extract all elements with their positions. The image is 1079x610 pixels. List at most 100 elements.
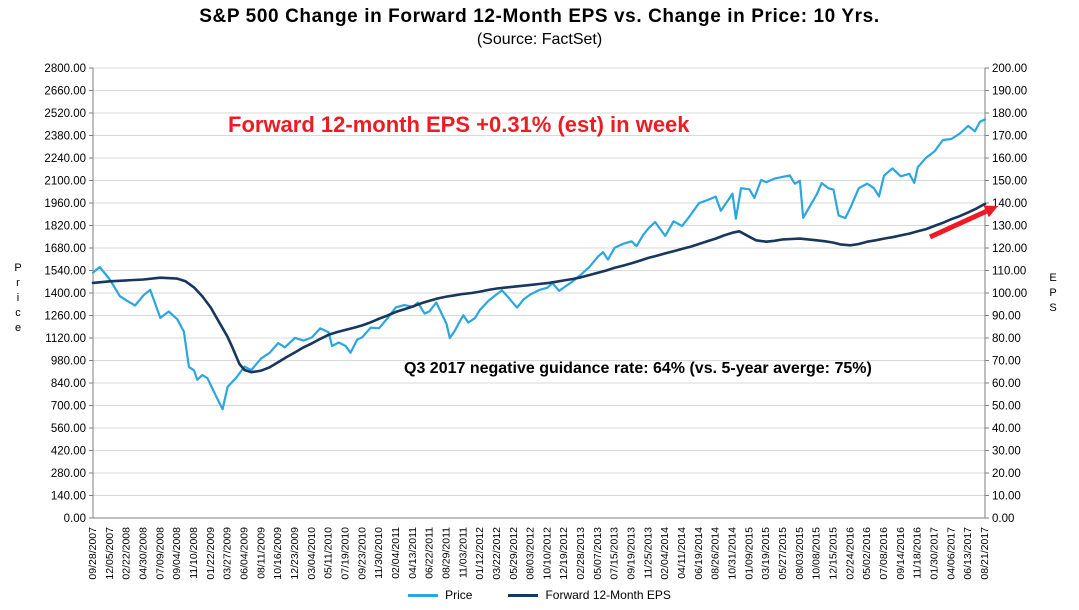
x-tick-label: 04/06/2017	[945, 527, 957, 580]
x-tick-label: 07/15/2013	[609, 527, 621, 580]
x-tick-label: 03/27/2009	[222, 527, 234, 580]
x-tick-label: 07/19/2010	[339, 527, 351, 580]
x-tick-label: 11/30/2010	[373, 527, 385, 579]
right-axis-tick-label: 0.00	[992, 513, 1014, 525]
left-axis-tick-label: 2240.00	[44, 153, 86, 165]
left-axis-tick-label: 1960.00	[44, 198, 86, 210]
x-tick-label: 06/13/2017	[962, 527, 974, 580]
x-tick-label: 08/03/2015	[794, 527, 806, 580]
left-axis-tick-label: 2660.00	[44, 86, 86, 98]
left-axis-tick-label: 420.00	[51, 446, 86, 458]
x-tick-label: 10/10/2012	[541, 527, 553, 580]
right-axis-tick-label: 200.00	[992, 63, 1027, 75]
x-tick-label: 02/04/2011	[390, 527, 402, 579]
left-axis-tick-label: 700.00	[51, 401, 86, 413]
right-axis-tick-label: 20.00	[992, 468, 1021, 480]
x-tick-label: 05/07/2013	[592, 527, 604, 580]
x-tick-label: 03/04/2010	[306, 527, 318, 580]
left-axis-tick-label: 1680.00	[44, 243, 86, 255]
x-tick-label: 12/19/2012	[558, 527, 570, 580]
right-axis-tick-label: 40.00	[992, 423, 1021, 435]
x-tick-label: 12/05/2007	[104, 527, 116, 580]
x-tick-label: 07/09/2008	[154, 527, 166, 580]
x-tick-label: 03/19/2015	[760, 527, 772, 580]
x-tick-label: 05/29/2012	[508, 527, 520, 580]
x-tick-label: 08/03/2012	[525, 527, 537, 580]
x-tick-label: 02/04/2014	[659, 527, 671, 580]
eps-line	[91, 202, 987, 374]
left-axis-tick-label: 1540.00	[44, 266, 86, 278]
chart-title: S&P 500 Change in Forward 12-Month EPS v…	[199, 6, 880, 27]
left-axis-tick-label: 1120.00	[45, 333, 86, 345]
x-tick-label: 05/11/2010	[323, 527, 335, 579]
x-tick-label: 08/29/2011	[440, 527, 452, 579]
legend-label-eps: Forward 12-Month EPS	[545, 588, 671, 602]
x-tick-label: 04/30/2008	[137, 527, 149, 580]
x-tick-label: 08/11/2009	[255, 527, 267, 579]
left-axis-tick-label: 1820.00	[44, 221, 86, 233]
x-tick-label: 02/28/2013	[575, 527, 587, 580]
x-tick-label: 03/22/2012	[491, 527, 503, 580]
x-tick-label: 01/12/2012	[474, 527, 486, 580]
left-axis-tick-label: 2520.00	[44, 108, 86, 120]
left-axis-tick-label: 0.00	[64, 513, 86, 525]
right-axis-tick-label: 150.00	[992, 176, 1027, 188]
right-axis-tick-label: 180.00	[992, 108, 1027, 120]
x-tick-label: 07/08/2016	[878, 527, 890, 580]
legend-label-price: Price	[445, 588, 473, 602]
x-tick-label: 12/15/2015	[828, 527, 840, 580]
right-axis-tick-label: 140.00	[992, 198, 1027, 210]
x-tick-label: 01/22/2009	[205, 527, 217, 580]
eps-change-annotation: Forward 12-month EPS +0.31% (est) in wee…	[228, 112, 690, 137]
chart-subtitle: (Source: FactSet)	[476, 31, 603, 48]
left-axis-tick-label: 1400.00	[44, 288, 86, 300]
x-tick-label: 06/19/2014	[693, 527, 705, 580]
annotation-arrowhead	[983, 205, 998, 218]
right-axis-tick-label: 60.00	[992, 378, 1021, 390]
left-axis-tick-label: 140.00	[51, 491, 86, 503]
right-axis-tick-label: 90.00	[992, 311, 1021, 323]
left-axis-tick-label: 2100.00	[44, 176, 86, 188]
right-axis-tick-label: 30.00	[992, 446, 1021, 458]
right-axis-tick-label: 170.00	[992, 131, 1027, 143]
x-tick-label: 10/16/2009	[272, 527, 284, 580]
right-axis-tick-label: 100.00	[992, 288, 1027, 300]
legend-item-price: Price	[408, 588, 472, 602]
x-tick-label: 09/23/2010	[356, 527, 368, 580]
legend-item-eps: Forward 12-Month EPS	[508, 588, 671, 602]
x-tick-label: 08/26/2014	[710, 527, 722, 580]
left-axis-tick-label: 840.00	[51, 378, 86, 390]
x-tick-label: 02/22/2008	[121, 527, 133, 580]
right-axis-tick-label: 120.00	[992, 243, 1027, 255]
right-axis-tick-label: 80.00	[992, 333, 1021, 345]
guidance-annotation: Q3 2017 negative guidance rate: 64% (vs.…	[404, 360, 872, 377]
x-tick-label: 04/13/2011	[407, 527, 419, 579]
x-tick-label: 09/19/2013	[626, 527, 638, 580]
x-tick-label: 11/03/2011	[457, 527, 469, 578]
x-tick-label: 10/31/2014	[727, 527, 739, 580]
x-tick-label: 04/11/2014	[676, 527, 688, 579]
annotation-arrow	[928, 209, 988, 240]
legend: Price Forward 12-Month EPS	[0, 588, 1079, 602]
price-axis-title: Price	[12, 262, 24, 337]
price-line-swatch	[408, 593, 439, 597]
x-tick-label: 05/02/2016	[861, 527, 873, 580]
right-axis-tick-label: 70.00	[992, 356, 1021, 368]
left-axis-tick-label: 280.00	[51, 468, 86, 480]
x-tick-label: 11/18/2016	[912, 527, 924, 579]
left-axis-tick-label: 980.00	[51, 356, 86, 368]
right-axis-tick-label: 190.00	[992, 86, 1027, 98]
eps-axis-title: EPS	[1047, 272, 1059, 317]
right-axis-tick-label: 50.00	[992, 401, 1021, 413]
x-tick-label: 09/28/2007	[87, 527, 99, 580]
x-tick-label: 12/23/2009	[289, 527, 301, 580]
left-axis-tick-label: 560.00	[51, 423, 86, 435]
right-axis-tick-label: 10.00	[992, 491, 1021, 503]
right-axis-tick-label: 110.00	[992, 266, 1026, 278]
right-axis-tick-label: 130.00	[992, 221, 1027, 233]
x-tick-label: 05/27/2015	[777, 527, 789, 580]
left-axis-tick-label: 1260.00	[44, 311, 86, 323]
x-tick-label: 09/14/2016	[895, 527, 907, 580]
